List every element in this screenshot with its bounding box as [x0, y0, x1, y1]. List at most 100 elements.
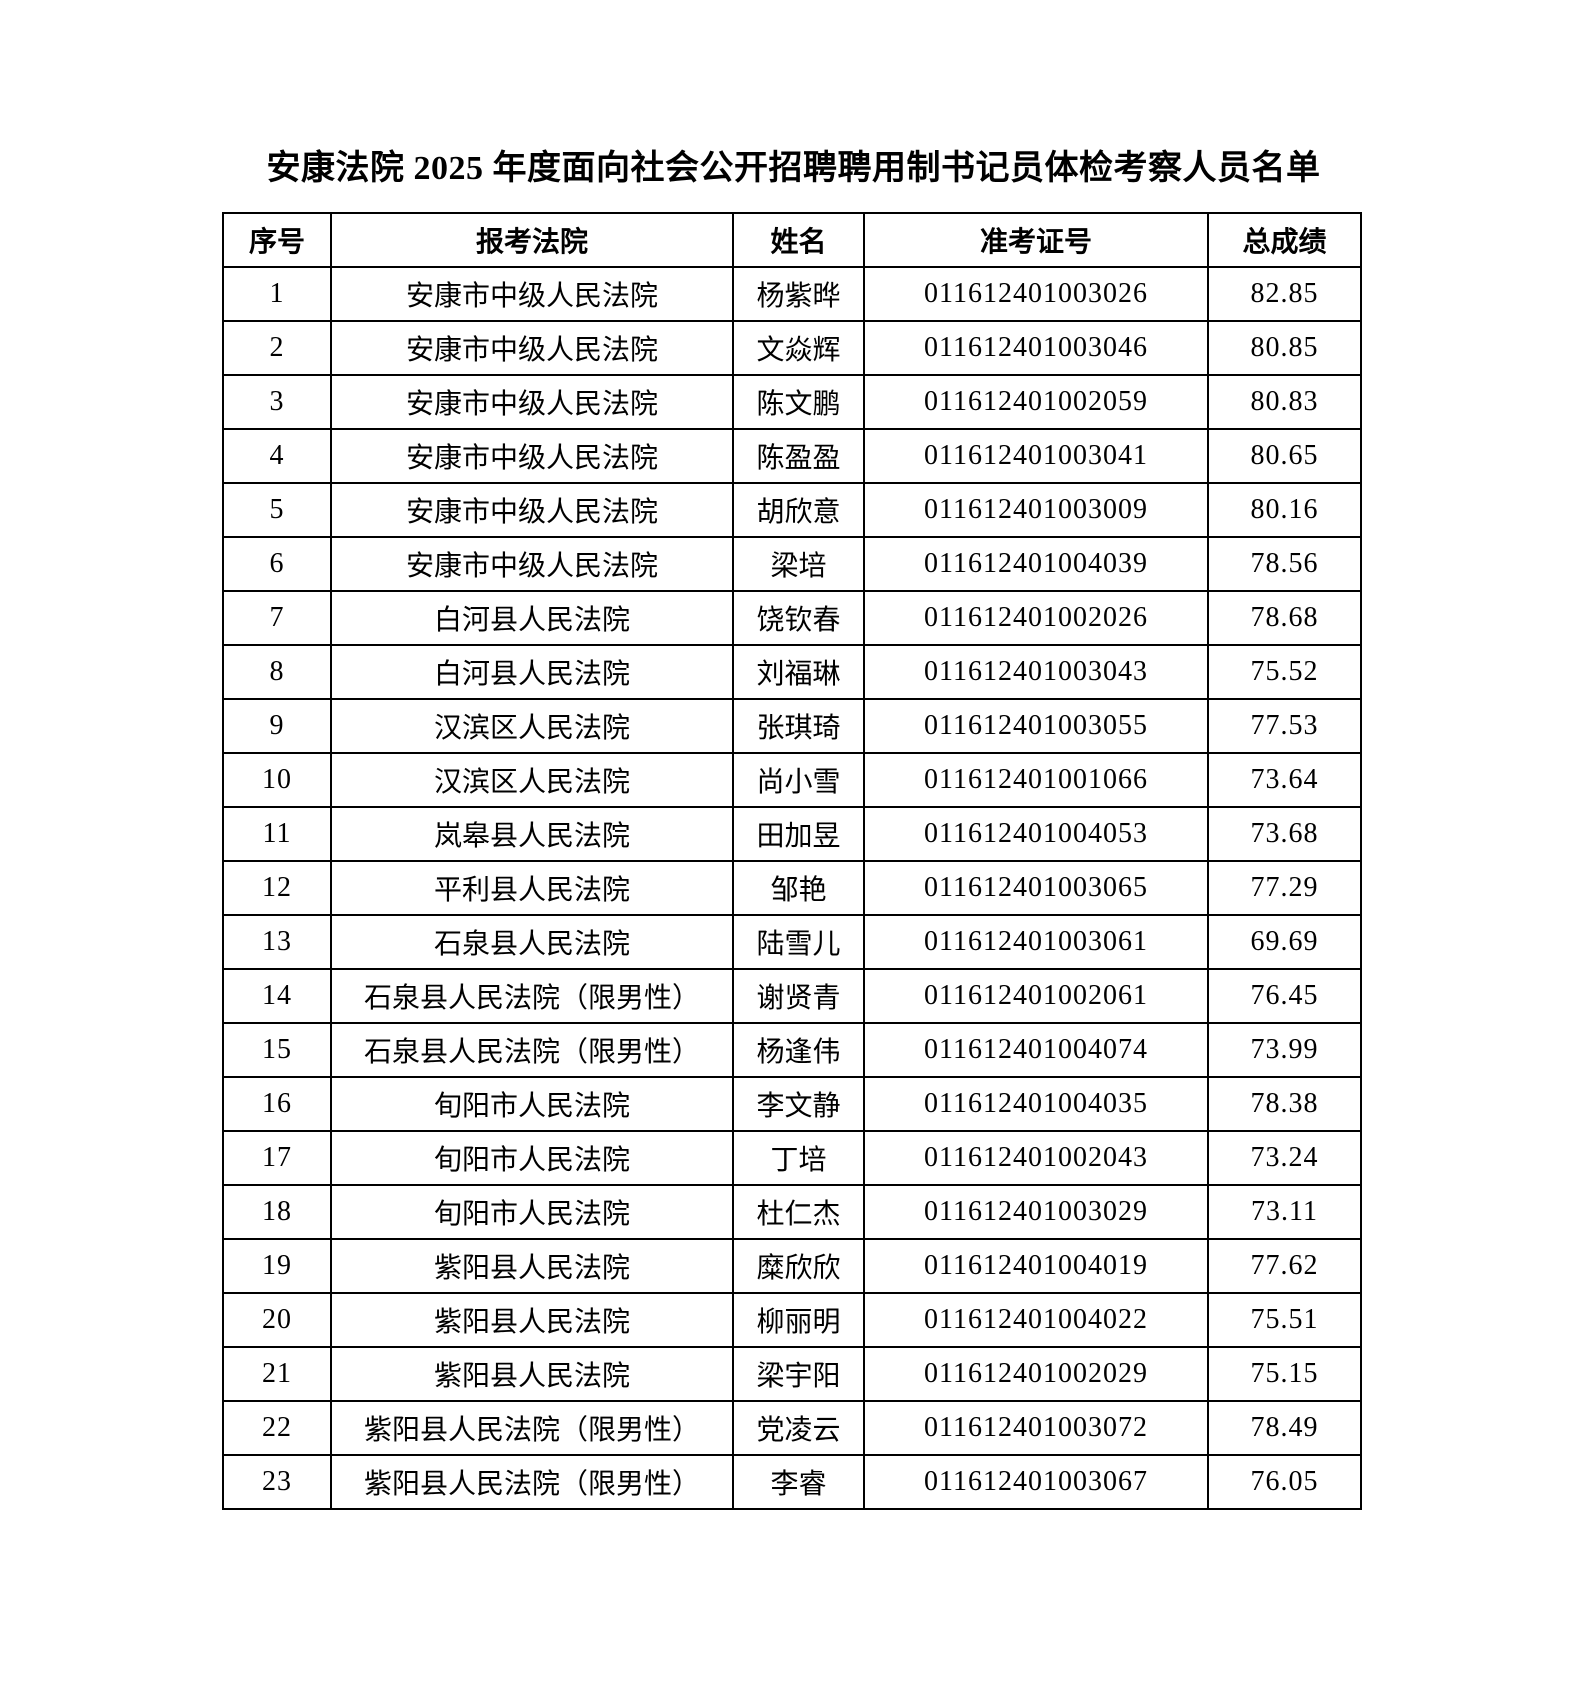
table-row: 1 安康市中级人民法院 杨紫晔 011612401003026 82.85: [222, 266, 1362, 322]
cell-index: 9: [222, 698, 332, 754]
table-row: 18 旬阳市人民法院 杜仁杰 011612401003029 73.11: [222, 1184, 1362, 1240]
cell-index: 18: [222, 1184, 332, 1240]
cell-score: 76.05: [1207, 1454, 1362, 1510]
cell-index: 11: [222, 806, 332, 862]
cell-score: 75.51: [1207, 1292, 1362, 1348]
table-header-row: 序号 报考法院 姓名 准考证号 总成绩: [222, 212, 1362, 268]
cell-ticket: 011612401003041: [863, 428, 1209, 484]
cell-ticket: 011612401004035: [863, 1076, 1209, 1132]
cell-score: 82.85: [1207, 266, 1362, 322]
cell-score: 77.53: [1207, 698, 1362, 754]
cell-court: 石泉县人民法院: [330, 914, 734, 970]
cell-court: 紫阳县人民法院: [330, 1238, 734, 1294]
cell-court: 汉滨区人民法院: [330, 698, 734, 754]
cell-court: 安康市中级人民法院: [330, 266, 734, 322]
cell-court: 石泉县人民法院（限男性）: [330, 968, 734, 1024]
cell-name: 丁培: [732, 1130, 865, 1186]
table-row: 14 石泉县人民法院（限男性） 谢贤青 011612401002061 76.45: [222, 968, 1362, 1024]
table-row: 4 安康市中级人民法院 陈盈盈 011612401003041 80.65: [222, 428, 1362, 484]
cell-court: 旬阳市人民法院: [330, 1130, 734, 1186]
cell-ticket: 011612401003043: [863, 644, 1209, 700]
cell-court: 白河县人民法院: [330, 590, 734, 646]
cell-score: 73.64: [1207, 752, 1362, 808]
cell-ticket: 011612401004039: [863, 536, 1209, 592]
cell-court: 紫阳县人民法院: [330, 1346, 734, 1402]
cell-score: 77.29: [1207, 860, 1362, 916]
cell-ticket: 011612401002026: [863, 590, 1209, 646]
cell-name: 糜欣欣: [732, 1238, 865, 1294]
cell-index: 8: [222, 644, 332, 700]
cell-index: 15: [222, 1022, 332, 1078]
table-row: 22 紫阳县人民法院（限男性） 党凌云 011612401003072 78.49: [222, 1400, 1362, 1456]
table-row: 17 旬阳市人民法院 丁培 011612401002043 73.24: [222, 1130, 1362, 1186]
cell-court: 旬阳市人民法院: [330, 1184, 734, 1240]
cell-score: 69.69: [1207, 914, 1362, 970]
cell-score: 76.45: [1207, 968, 1362, 1024]
table-body: 1 安康市中级人民法院 杨紫晔 011612401003026 82.85 2 安康市中级人…: [222, 266, 1362, 1510]
cell-ticket: 011612401004053: [863, 806, 1209, 862]
cell-index: 13: [222, 914, 332, 970]
cell-court: 安康市中级人民法院: [330, 320, 734, 376]
cell-name: 杨逢伟: [732, 1022, 865, 1078]
cell-name: 梁培: [732, 536, 865, 592]
cell-score: 75.15: [1207, 1346, 1362, 1402]
cell-index: 6: [222, 536, 332, 592]
cell-court: 紫阳县人民法院: [330, 1292, 734, 1348]
cell-name: 杨紫晔: [732, 266, 865, 322]
cell-name: 李睿: [732, 1454, 865, 1510]
cell-ticket: 011612401003046: [863, 320, 1209, 376]
cell-court: 安康市中级人民法院: [330, 536, 734, 592]
header-name: 姓名: [732, 212, 865, 268]
cell-ticket: 011612401002029: [863, 1346, 1209, 1402]
cell-ticket: 011612401002043: [863, 1130, 1209, 1186]
cell-name: 邹艳: [732, 860, 865, 916]
cell-name: 梁宇阳: [732, 1346, 865, 1402]
table-row: 23 紫阳县人民法院（限男性） 李睿 011612401003067 76.05: [222, 1454, 1362, 1510]
cell-court: 岚皋县人民法院: [330, 806, 734, 862]
table-row: 16 旬阳市人民法院 李文静 011612401004035 78.38: [222, 1076, 1362, 1132]
cell-score: 78.68: [1207, 590, 1362, 646]
table-row: 19 紫阳县人民法院 糜欣欣 011612401004019 77.62: [222, 1238, 1362, 1294]
cell-court: 平利县人民法院: [330, 860, 734, 916]
cell-index: 19: [222, 1238, 332, 1294]
cell-court: 旬阳市人民法院: [330, 1076, 734, 1132]
cell-ticket: 011612401003029: [863, 1184, 1209, 1240]
cell-index: 3: [222, 374, 332, 430]
cell-index: 16: [222, 1076, 332, 1132]
cell-index: 17: [222, 1130, 332, 1186]
cell-name: 杜仁杰: [732, 1184, 865, 1240]
cell-index: 1: [222, 266, 332, 322]
header-index: 序号: [222, 212, 332, 268]
cell-index: 23: [222, 1454, 332, 1510]
cell-index: 14: [222, 968, 332, 1024]
cell-index: 2: [222, 320, 332, 376]
cell-score: 80.85: [1207, 320, 1362, 376]
table-row: 5 安康市中级人民法院 胡欣意 011612401003009 80.16: [222, 482, 1362, 538]
roster-table: 序号 报考法院 姓名 准考证号 总成绩 1 安康市中级人民法院 杨紫晔 0116124…: [222, 212, 1362, 1510]
cell-ticket: 011612401003072: [863, 1400, 1209, 1456]
cell-ticket: 011612401003065: [863, 860, 1209, 916]
cell-ticket: 011612401004022: [863, 1292, 1209, 1348]
table-row: 21 紫阳县人民法院 梁宇阳 011612401002029 75.15: [222, 1346, 1362, 1402]
cell-court: 汉滨区人民法院: [330, 752, 734, 808]
cell-court: 安康市中级人民法院: [330, 374, 734, 430]
cell-index: 22: [222, 1400, 332, 1456]
cell-score: 80.83: [1207, 374, 1362, 430]
cell-name: 尚小雪: [732, 752, 865, 808]
cell-name: 柳丽明: [732, 1292, 865, 1348]
cell-court: 紫阳县人民法院（限男性）: [330, 1454, 734, 1510]
cell-score: 80.16: [1207, 482, 1362, 538]
cell-ticket: 011612401002059: [863, 374, 1209, 430]
table-row: 20 紫阳县人民法院 柳丽明 011612401004022 75.51: [222, 1292, 1362, 1348]
table-row: 11 岚皋县人民法院 田加昱 011612401004053 73.68: [222, 806, 1362, 862]
cell-ticket: 011612401001066: [863, 752, 1209, 808]
cell-score: 77.62: [1207, 1238, 1362, 1294]
cell-index: 10: [222, 752, 332, 808]
cell-score: 80.65: [1207, 428, 1362, 484]
cell-score: 73.24: [1207, 1130, 1362, 1186]
cell-score: 78.56: [1207, 536, 1362, 592]
cell-score: 73.68: [1207, 806, 1362, 862]
cell-name: 谢贤青: [732, 968, 865, 1024]
cell-index: 12: [222, 860, 332, 916]
header-ticket: 准考证号: [863, 212, 1209, 268]
